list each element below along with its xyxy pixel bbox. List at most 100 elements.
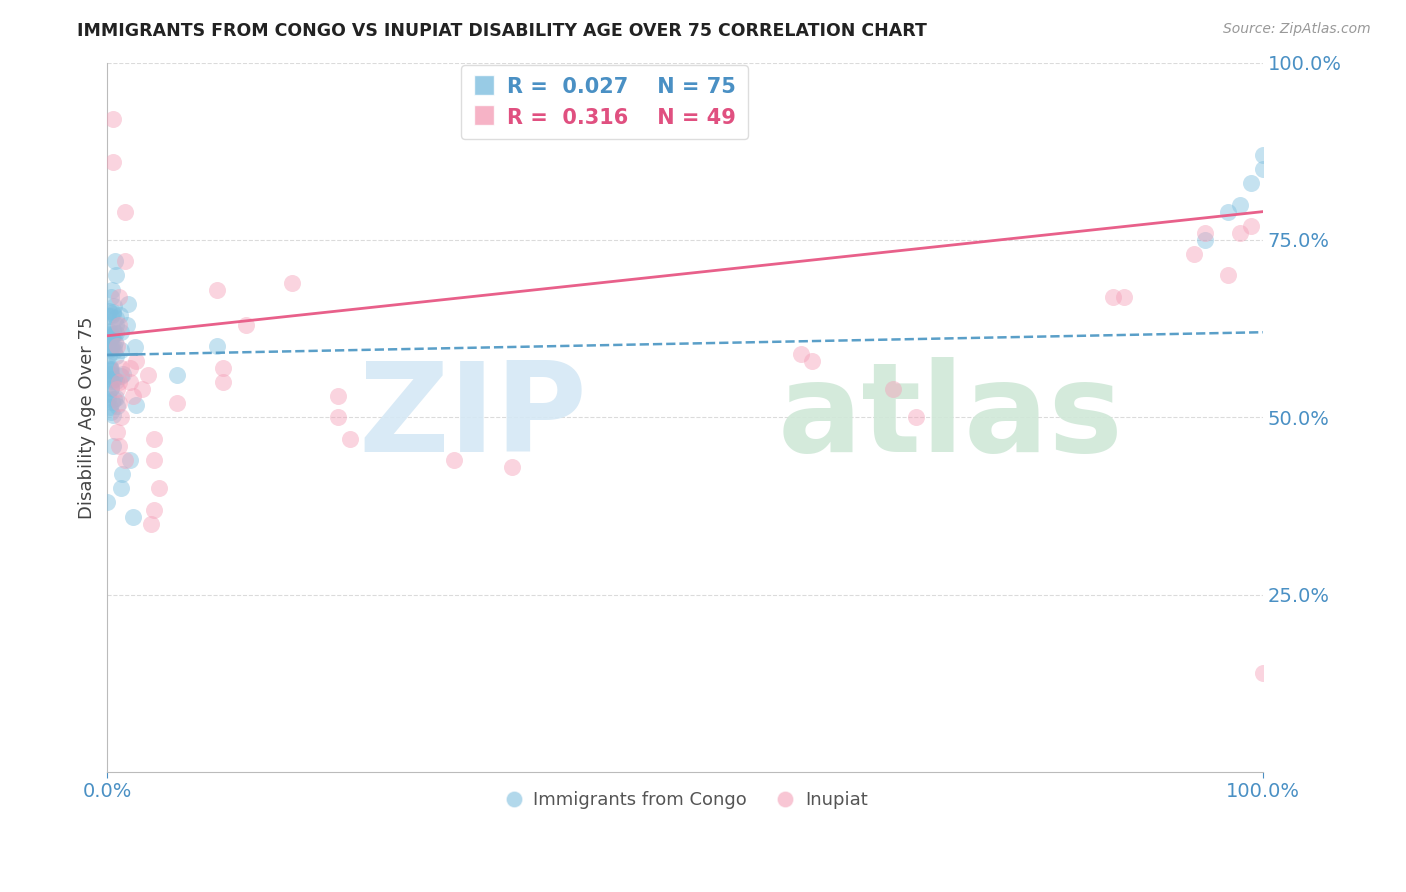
Point [142,453,165,467]
Text: ZIP: ZIP [359,357,586,478]
Point [110,343,132,358]
Point [110,410,132,425]
Point [97,334,120,349]
Point [111,368,134,382]
Point [1114,290,1136,304]
Point [97,387,120,401]
Point [101,330,124,344]
Point [103,299,125,313]
Point [110,360,132,375]
Point [212,360,235,375]
Point [98,363,121,377]
Point [142,502,165,516]
Point [100,290,122,304]
Point [100,405,122,419]
Point [166,396,188,410]
Point [104,311,127,326]
Point [101,155,124,169]
Point [100,309,122,323]
Point [98,349,121,363]
Point [1182,247,1205,261]
Point [104,334,127,349]
Point [101,409,124,423]
Point [97,303,120,318]
Text: IMMIGRANTS FROM CONGO VS INUPIAT DISABILITY AGE OVER 75 CORRELATION CHART: IMMIGRANTS FROM CONGO VS INUPIAT DISABIL… [77,22,927,40]
Point [1251,665,1274,680]
Point [111,467,134,482]
Point [1218,268,1240,283]
Point [98,372,121,386]
Point [136,368,159,382]
Point [108,308,131,322]
Point [142,432,165,446]
Point [100,283,122,297]
Point [105,425,128,439]
Point [124,340,146,354]
Point [98,364,121,378]
Point [105,391,128,405]
Point [96,495,118,509]
Point [1218,204,1240,219]
Point [101,305,124,319]
Point [905,410,928,425]
Point [108,396,131,410]
Point [101,307,124,321]
Point [117,318,139,333]
Point [103,326,125,341]
Point [101,439,124,453]
Point [1240,219,1263,233]
Point [882,382,904,396]
Point [205,339,228,353]
Point [100,329,122,343]
Text: atlas: atlas [778,357,1123,478]
Point [108,318,131,332]
Point [98,326,121,340]
Point [103,371,125,385]
Point [801,353,824,368]
Point [443,453,465,467]
Point [97,309,120,323]
Point [235,318,257,332]
Point [103,343,125,358]
Point [1194,233,1216,247]
Legend: Immigrants from Congo, Inupiat: Immigrants from Congo, Inupiat [495,784,875,816]
Point [110,368,132,383]
Y-axis label: Disability Age Over 75: Disability Age Over 75 [79,316,96,518]
Point [328,389,350,403]
Point [148,481,170,495]
Point [125,398,148,412]
Point [114,254,136,268]
Point [1251,148,1274,162]
Point [105,326,128,341]
Point [100,381,122,395]
Point [131,382,153,396]
Point [105,349,128,363]
Point [108,290,131,304]
Point [166,368,188,382]
Point [101,329,124,343]
Point [98,360,121,375]
Point [100,341,122,355]
Point [98,401,121,415]
Point [120,453,142,467]
Point [281,276,304,290]
Point [105,339,128,353]
Point [114,453,136,467]
Point [101,374,124,388]
Point [125,353,148,368]
Point [105,382,128,396]
Point [789,346,811,360]
Point [328,410,350,425]
Point [121,389,143,403]
Point [104,374,127,388]
Point [98,343,121,358]
Point [97,392,120,406]
Point [100,362,122,376]
Point [141,516,163,531]
Point [105,268,128,283]
Point [1229,197,1251,211]
Point [1229,226,1251,240]
Point [101,323,124,337]
Point [114,204,136,219]
Point [1240,176,1263,190]
